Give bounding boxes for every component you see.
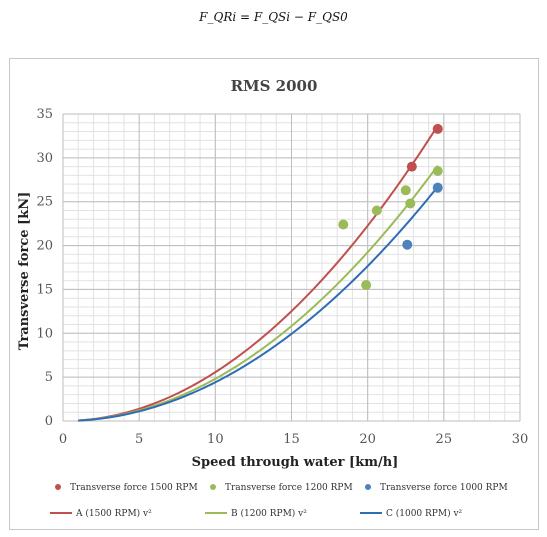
x-tick-label: 5 [135,432,143,447]
x-tick-label: 10 [207,432,224,447]
y-tick-label: 15 [36,282,53,297]
y-tick-label: 0 [45,414,53,429]
legend-label: C (1000 RPM) v² [386,508,463,519]
formula-text: F_QRi = F_QSi − F_QS0 [199,10,348,24]
legend-label: Transverse force 1500 RPM [70,483,198,493]
y-tick-label: 5 [45,370,53,385]
y-axis-label: Transverse force [kN] [17,192,32,351]
x-tick-label: 0 [59,432,67,447]
data-point [400,185,411,196]
data-point [361,280,372,291]
x-tick-label: 25 [436,432,453,447]
chart-title: RMS 2000 [231,77,318,95]
x-tick-label: 15 [283,432,300,447]
y-tick-label: 20 [36,239,53,254]
y-tick-label: 10 [36,326,53,341]
chart-axes: 0 5 10 15 20 25 30 0 5 10 15 20 25 30 35 [36,107,528,447]
data-point [432,166,443,177]
legend-label: Transverse force 1200 RPM [225,483,353,493]
data-point [338,219,349,230]
x-tick-label: 20 [359,432,376,447]
series-curve [78,125,439,422]
x-axis-label: Speed through water [km/h] [192,455,399,470]
data-point [406,161,417,172]
chart-legend: Transverse force 1500 RPM Transverse forc… [50,483,508,519]
data-point [432,182,443,193]
legend-marker [55,484,61,490]
data-point [405,198,416,209]
chart-curves [78,125,439,422]
data-point [402,239,413,250]
chart-grid [62,113,521,422]
series-curve [78,186,439,422]
legend-marker [365,484,371,490]
legend-label: Transverse force 1000 RPM [380,483,508,493]
y-tick-label: 35 [36,107,53,122]
x-tick-label: 30 [512,432,529,447]
chart-container: RMS 2000 0 5 10 15 20 25 30 0 5 10 15 20 25 30 35 Spee… [9,58,539,530]
formula-caption: F_QRi = F_QSi − F_QS0 [0,10,547,24]
chart-points [338,123,443,291]
chart-svg: RMS 2000 0 5 10 15 20 25 30 0 5 10 15 20 25 30 35 Spee… [17,77,528,519]
data-point [432,123,443,134]
legend-label: B (1200 RPM) v² [231,508,307,519]
data-point [371,205,382,216]
legend-label: A (1500 RPM) v² [75,508,152,519]
y-tick-label: 25 [36,195,53,210]
y-tick-label: 30 [36,151,53,166]
legend-marker [210,484,216,490]
